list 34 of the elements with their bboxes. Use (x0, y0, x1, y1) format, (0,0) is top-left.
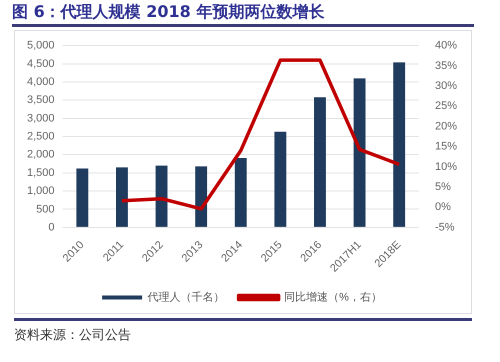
y-tick-label: 1,500 (26, 166, 55, 179)
bar (195, 166, 208, 227)
y2-tick-label: 40% (434, 40, 458, 52)
y2-tick-label: -5% (434, 221, 455, 234)
y-tick-label: 5,000 (26, 40, 55, 52)
y2-tick-label: 25% (434, 100, 458, 112)
y-tick-label: 2,500 (26, 130, 55, 143)
y2-tick-label: 30% (434, 80, 458, 92)
y-tick-label: 0 (48, 221, 55, 234)
y-tick-label: 3,500 (26, 94, 55, 106)
bar (393, 62, 406, 227)
chart-title: 图 6：代理人规模 2018 年预期两位数增长 (12, 2, 474, 27)
y2-tick-label: 10% (434, 160, 458, 173)
bar (156, 166, 168, 227)
legend-label: 同比增速（%，右） (284, 290, 382, 304)
y-tick-label: 4,000 (26, 76, 55, 88)
bar (76, 168, 88, 227)
bar (314, 97, 326, 227)
y2-tick-label: 0% (434, 201, 452, 214)
bar (354, 78, 366, 227)
y-tick-label: 4,500 (26, 58, 55, 70)
bar (274, 132, 286, 227)
y-tick-label: 1,000 (26, 185, 55, 198)
y2-tick-label: 20% (434, 120, 458, 132)
legend-label: 代理人（千名） (146, 290, 225, 304)
y-tick-label: 3,000 (26, 112, 55, 124)
y2-tick-label: 5% (434, 181, 452, 194)
y2-tick-label: 15% (434, 140, 458, 153)
y-tick-label: 500 (36, 203, 55, 216)
text: 资料来源：公司公告 (14, 327, 131, 344)
bar (116, 167, 128, 227)
y-tick-label: 2,000 (26, 148, 55, 161)
y2-tick-label: 35% (434, 60, 458, 72)
bar (234, 158, 247, 227)
